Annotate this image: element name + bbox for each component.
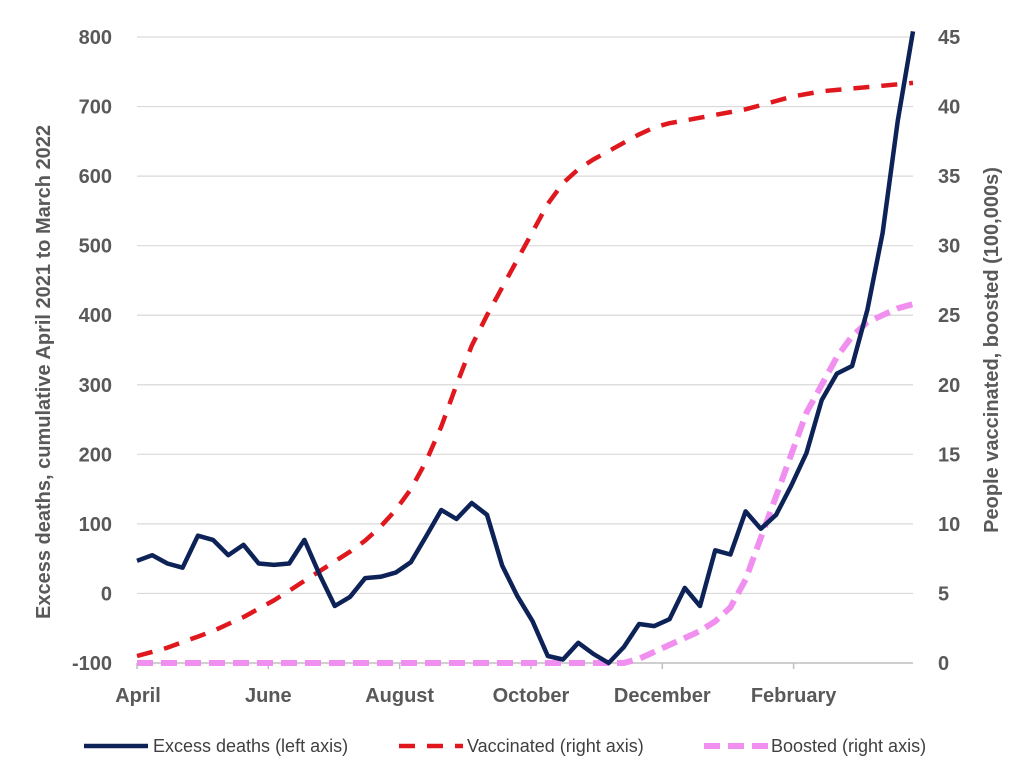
legend: Excess deaths (left axis) Vaccinated (rig… xyxy=(84,736,926,756)
x-tick-label: June xyxy=(245,685,292,707)
right-tick-label: 30 xyxy=(938,236,960,258)
x-tick-label: August xyxy=(365,685,434,707)
left-tick-label: 800 xyxy=(79,27,112,49)
series-layer xyxy=(136,31,916,666)
left-tick-label: 300 xyxy=(79,375,112,397)
left-tick-label: 400 xyxy=(79,305,112,327)
left-tick-label: 600 xyxy=(79,166,112,188)
x-axis-ticks: April June August October December February xyxy=(115,663,837,707)
x-tick-label: October xyxy=(493,685,570,707)
right-tick-label: 25 xyxy=(938,305,960,327)
right-tick-label: 5 xyxy=(938,583,949,605)
x-tick-label: February xyxy=(751,685,837,707)
right-tick-label: 20 xyxy=(938,375,960,397)
gridlines xyxy=(137,36,913,595)
x-tick-label: December xyxy=(614,685,711,707)
left-tick-label: 100 xyxy=(79,514,112,536)
left-tick-label: 700 xyxy=(79,97,112,119)
right-tick-label: 35 xyxy=(938,166,960,188)
left-tick-label: 200 xyxy=(79,444,112,466)
x-tick-label: April xyxy=(115,685,161,707)
right-tick-label: 0 xyxy=(938,653,949,675)
left-axis-title: Excess deaths, cumulative April 2021 to … xyxy=(33,125,55,619)
left-tick-label: 0 xyxy=(101,583,112,605)
series-line-excess xyxy=(136,31,916,666)
right-tick-label: 45 xyxy=(938,27,960,49)
right-tick-label: 40 xyxy=(938,97,960,119)
right-tick-label: 15 xyxy=(938,444,960,466)
legend-label: Excess deaths (left axis) xyxy=(153,736,348,756)
left-axis-ticks: 800 700 600 500 400 300 200 100 0 -100 xyxy=(72,27,112,675)
left-tick-label: 500 xyxy=(79,236,112,258)
legend-label: Boosted (right axis) xyxy=(771,736,926,756)
series-line-boosted xyxy=(137,301,914,666)
right-axis-title: People vaccinated, boosted (100,000s) xyxy=(981,167,1003,533)
right-axis-ticks: 45 40 35 30 25 20 15 10 5 0 xyxy=(938,27,960,675)
legend-label: Vaccinated (right axis) xyxy=(467,736,644,756)
right-tick-label: 10 xyxy=(938,514,960,536)
left-tick-label: -100 xyxy=(72,653,112,675)
series-line-vaccinated xyxy=(136,80,914,659)
